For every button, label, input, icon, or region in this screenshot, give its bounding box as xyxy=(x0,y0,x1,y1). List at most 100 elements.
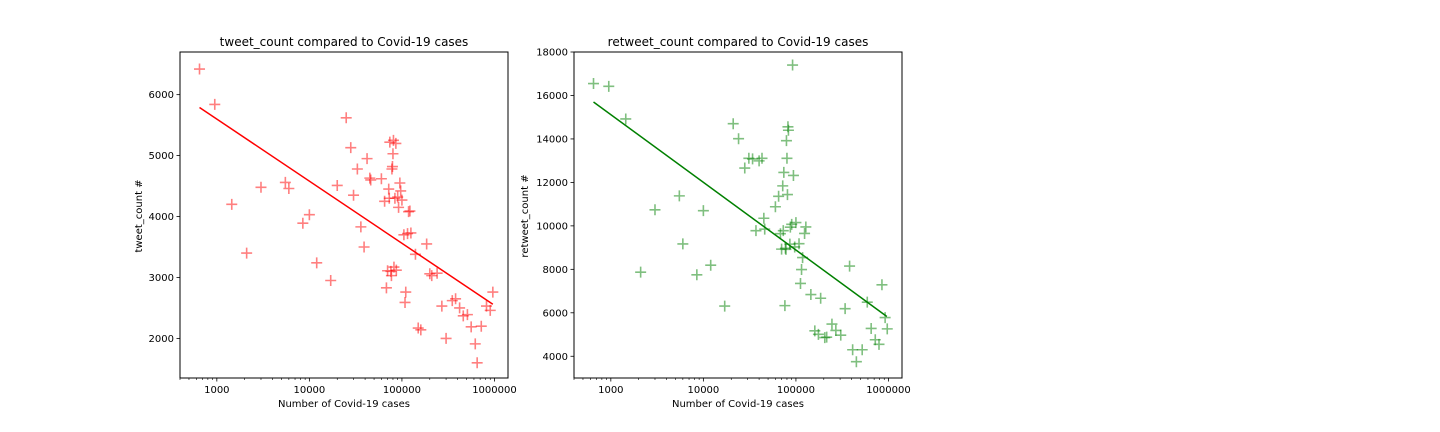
x-axis-label: Number of Covid-19 cases xyxy=(672,399,804,410)
data-point xyxy=(784,221,796,233)
tweet-count-chart: tweet_count compared to Covid-19 cases N… xyxy=(134,35,517,410)
data-point xyxy=(389,192,401,204)
data-point xyxy=(782,124,794,136)
data-point xyxy=(758,212,770,224)
data-point xyxy=(727,118,739,130)
data-point xyxy=(787,59,799,71)
y-tick-label: 2000 xyxy=(149,334,174,345)
data-point xyxy=(331,179,343,191)
x-tick-label: 1000 xyxy=(598,385,623,396)
data-point xyxy=(345,142,357,154)
data-point xyxy=(826,318,838,330)
data-point xyxy=(830,324,842,336)
data-point xyxy=(415,324,427,336)
data-point xyxy=(387,148,399,160)
data-point xyxy=(393,201,405,213)
x-tick-label: 1000 xyxy=(204,385,229,396)
plot-area: 1000 10000 100000 1000000 4000 6000 8000 10000 1… xyxy=(536,48,911,397)
plot-area: 1000 10000 100000 1000000 2000 3000 4000 5000 60… xyxy=(149,51,517,396)
data-point xyxy=(399,296,411,308)
axes-frame xyxy=(179,51,509,379)
x-tick-label: 1000000 xyxy=(866,385,911,396)
y-tick-label: 18000 xyxy=(536,48,568,59)
data-point xyxy=(431,267,443,279)
data-point xyxy=(697,205,709,217)
data-point xyxy=(461,309,473,321)
axes-frame xyxy=(573,51,903,379)
data-point xyxy=(390,137,402,149)
data-point xyxy=(805,289,817,301)
y-tick-label: 8000 xyxy=(543,265,568,276)
y-tick-label: 4000 xyxy=(149,212,174,223)
data-point xyxy=(348,189,360,201)
x-tick-label: 1000000 xyxy=(472,385,517,396)
data-point xyxy=(839,303,851,315)
regression-line xyxy=(593,101,888,318)
y-tick-label: 16000 xyxy=(536,91,568,102)
chart-title: tweet_count compared to Covid-19 cases xyxy=(220,35,469,49)
data-point xyxy=(405,227,417,239)
data-point xyxy=(756,152,768,164)
y-tick-label: 4000 xyxy=(543,352,568,363)
data-point xyxy=(780,135,792,147)
data-point xyxy=(279,176,291,188)
data-point xyxy=(394,177,406,189)
y-tick-label: 12000 xyxy=(536,178,568,189)
data-point xyxy=(673,190,685,202)
data-point xyxy=(241,247,253,259)
data-point xyxy=(194,63,206,75)
data-point xyxy=(733,133,745,145)
y-tick-label: 14000 xyxy=(536,134,568,145)
retweet-count-chart: retweet_count compared to Covid-19 cases… xyxy=(520,35,911,410)
data-point xyxy=(404,205,416,217)
data-point xyxy=(781,152,793,164)
data-point xyxy=(361,153,373,165)
data-point xyxy=(850,356,862,368)
data-point xyxy=(856,344,868,356)
data-point xyxy=(297,217,309,229)
data-point xyxy=(454,302,466,314)
data-point xyxy=(691,269,703,281)
data-point xyxy=(358,241,370,253)
y-tick-label: 6000 xyxy=(149,90,174,101)
data-point xyxy=(747,153,759,165)
data-point xyxy=(421,238,433,250)
data-point xyxy=(469,338,481,350)
data-point xyxy=(635,266,647,278)
data-point xyxy=(876,279,888,291)
data-point xyxy=(812,328,824,340)
data-point xyxy=(226,198,238,210)
data-point xyxy=(739,162,751,174)
data-point xyxy=(471,357,483,369)
data-point xyxy=(385,270,397,282)
y-axis-label: retweet_count # xyxy=(520,174,531,257)
data-point xyxy=(450,293,462,305)
data-point xyxy=(465,321,477,333)
data-point xyxy=(844,260,856,272)
data-point xyxy=(400,286,412,298)
data-point xyxy=(649,204,661,216)
data-point xyxy=(311,257,323,269)
data-point xyxy=(677,238,689,250)
data-point xyxy=(865,322,877,334)
x-tick-label: 10000 xyxy=(293,385,325,396)
data-point xyxy=(777,180,789,192)
data-point xyxy=(750,225,762,237)
data-point xyxy=(283,182,295,194)
y-axis-label: tweet_count # xyxy=(134,179,145,252)
data-point xyxy=(386,161,398,173)
data-point xyxy=(787,169,799,181)
data-point xyxy=(815,292,827,304)
data-point xyxy=(705,259,717,271)
data-point xyxy=(475,320,487,332)
data-point xyxy=(255,181,267,193)
data-point xyxy=(440,332,452,344)
data-point xyxy=(380,282,392,294)
x-tick-label: 100000 xyxy=(383,385,421,396)
data-point xyxy=(778,166,790,178)
y-tick-label: 5000 xyxy=(149,151,174,162)
data-point xyxy=(487,286,499,298)
data-point xyxy=(325,275,337,287)
